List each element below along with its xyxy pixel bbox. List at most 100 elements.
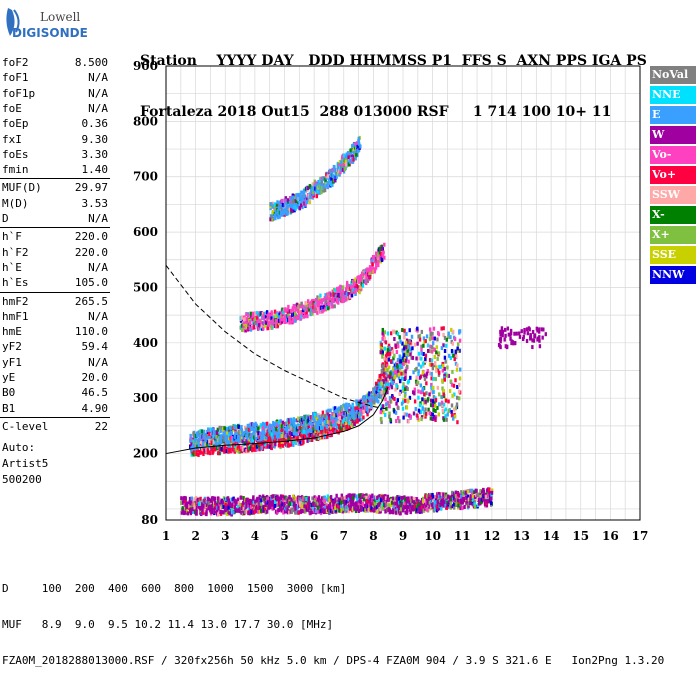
echo-point bbox=[379, 247, 381, 251]
echo-point bbox=[198, 502, 200, 506]
echo-point bbox=[346, 418, 348, 422]
echo-point bbox=[488, 487, 490, 491]
echo-point bbox=[461, 506, 463, 510]
echo-point bbox=[490, 501, 492, 505]
echo-point bbox=[362, 284, 364, 288]
echo-point bbox=[327, 409, 329, 413]
echo-point bbox=[324, 188, 326, 192]
echo-point bbox=[399, 511, 401, 515]
echo-point bbox=[331, 304, 333, 308]
echo-point bbox=[343, 403, 345, 407]
echo-point bbox=[295, 441, 297, 445]
echo-point bbox=[301, 509, 303, 513]
echo-point bbox=[417, 389, 419, 393]
echo-point bbox=[227, 506, 229, 510]
echo-point bbox=[367, 408, 369, 412]
echo-point bbox=[309, 195, 311, 199]
echo-point bbox=[388, 352, 390, 356]
echo-point bbox=[463, 505, 465, 509]
echo-point bbox=[364, 504, 366, 508]
echo-point bbox=[375, 266, 377, 270]
echo-point bbox=[307, 501, 309, 505]
echo-point bbox=[287, 444, 289, 448]
echo-point bbox=[344, 167, 346, 171]
echo-point bbox=[326, 425, 328, 429]
echo-point bbox=[232, 511, 234, 515]
echo-point bbox=[281, 317, 283, 321]
echo-point bbox=[252, 423, 254, 427]
echo-point bbox=[370, 502, 372, 506]
echo-point bbox=[222, 431, 224, 435]
echo-point bbox=[270, 203, 272, 207]
echo-point bbox=[258, 447, 260, 451]
echo-point bbox=[317, 506, 319, 510]
echo-point bbox=[388, 503, 390, 507]
echo-point bbox=[207, 497, 209, 501]
echo-point bbox=[386, 498, 388, 502]
echo-point bbox=[319, 294, 321, 298]
echo-point bbox=[320, 190, 322, 194]
echo-point bbox=[316, 311, 318, 315]
echo-point bbox=[395, 511, 397, 515]
echo-point bbox=[363, 396, 365, 400]
echo-point bbox=[208, 450, 210, 454]
echo-point bbox=[333, 304, 335, 308]
echo-point bbox=[491, 491, 493, 495]
echo-point bbox=[405, 511, 407, 515]
echo-point bbox=[300, 203, 302, 207]
echo-point bbox=[223, 426, 225, 430]
echo-point bbox=[287, 198, 289, 202]
echo-point bbox=[228, 498, 230, 502]
echo-point bbox=[294, 506, 296, 510]
echo-point bbox=[315, 509, 317, 513]
echo-point bbox=[282, 421, 284, 425]
echo-point bbox=[331, 420, 333, 424]
echo-point bbox=[202, 452, 204, 456]
echo-point bbox=[321, 426, 323, 430]
echo-point bbox=[294, 511, 296, 515]
echo-point bbox=[377, 263, 379, 267]
echo-point bbox=[450, 501, 452, 505]
echo-point bbox=[216, 431, 218, 435]
echo-point bbox=[197, 439, 199, 443]
echo-point bbox=[327, 306, 329, 310]
echo-point bbox=[214, 497, 216, 501]
echo-point bbox=[302, 440, 304, 444]
echo-point bbox=[303, 315, 305, 319]
echo-point bbox=[260, 437, 262, 441]
echo-point bbox=[340, 501, 342, 505]
echo-point bbox=[247, 313, 249, 317]
echo-point bbox=[371, 262, 373, 266]
echo-point bbox=[311, 496, 313, 500]
echo-point bbox=[266, 510, 268, 514]
echo-point bbox=[306, 439, 308, 443]
echo-point bbox=[279, 419, 281, 423]
echo-point bbox=[241, 429, 243, 433]
echo-point bbox=[360, 505, 362, 509]
echo-point bbox=[426, 508, 428, 512]
echo-point bbox=[289, 431, 291, 435]
echo-point bbox=[352, 158, 354, 162]
echo-point bbox=[222, 500, 224, 504]
echo-point bbox=[189, 502, 191, 506]
echo-point bbox=[193, 505, 195, 509]
echo-point bbox=[314, 412, 316, 416]
echo-point bbox=[208, 439, 210, 443]
echo-point bbox=[352, 499, 354, 503]
echo-point bbox=[241, 328, 243, 332]
echo-point bbox=[235, 431, 237, 435]
echo-point bbox=[355, 494, 357, 498]
echo-point bbox=[293, 419, 295, 423]
echo-point bbox=[193, 453, 195, 457]
echo-point bbox=[239, 496, 241, 500]
echo-point bbox=[264, 503, 266, 507]
echo-point bbox=[270, 433, 272, 437]
echo-point bbox=[335, 494, 337, 498]
echo-point bbox=[356, 410, 358, 414]
echo-point bbox=[327, 174, 329, 178]
echo-point bbox=[252, 497, 254, 501]
echo-point bbox=[330, 495, 332, 499]
echo-point bbox=[207, 428, 209, 432]
echo-point bbox=[351, 293, 353, 297]
echo-point bbox=[217, 506, 219, 510]
